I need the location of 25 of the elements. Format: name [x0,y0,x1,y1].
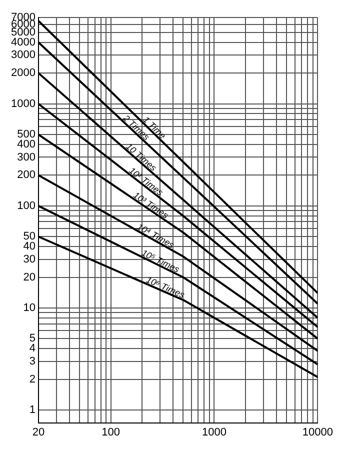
y-tick-label: 200 [17,169,36,182]
x-tick-label: 10000 [302,426,334,438]
y-tick-label: 5 [29,332,36,345]
y-tick-label: 300 [17,151,36,164]
y-tick-label: 10 [23,302,36,314]
text: 10⁶ Times [144,274,186,300]
y-tick-label: 2 [29,373,36,386]
y-tick-label: 400 [17,138,36,150]
y-tick-label: 40 [23,240,36,253]
y-tick-label: 5000 [10,26,36,39]
x-tick-label: 1000 [202,426,226,438]
y-tick-label: 1000 [10,98,36,110]
y-tick-label: 20 [23,271,36,284]
x-tick-label: 100 [102,426,120,438]
y-tick-label: 3000 [10,49,36,62]
text: 10⁵ Times [140,248,182,275]
y-tick-label: 4 [29,342,36,355]
y-tick-label: 2000 [10,67,36,80]
y-tick-label: 30 [23,253,36,266]
y-tick-label: 50 [23,230,36,243]
y-tick-label: 1 [29,404,36,416]
y-tick-label: 4000 [10,36,36,48]
y-tick-label: 500 [17,128,36,141]
y-tick-label: 3 [29,355,36,368]
y-tick-label: 100 [17,200,36,212]
